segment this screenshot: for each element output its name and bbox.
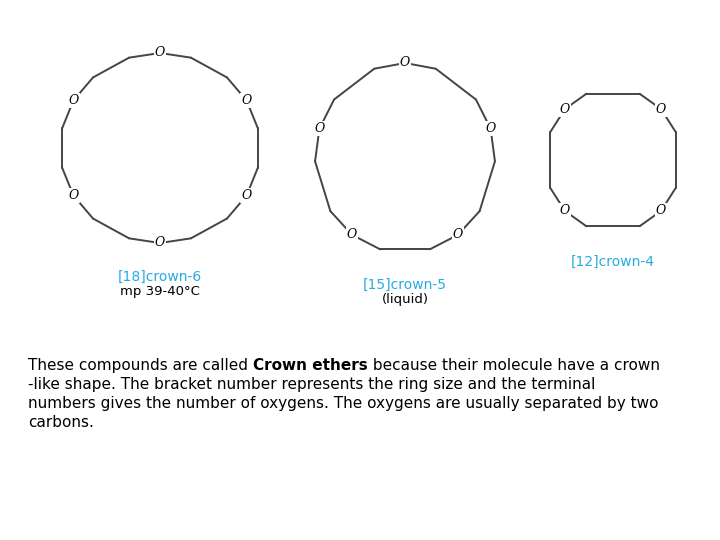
Text: O: O bbox=[559, 103, 570, 116]
Text: because their molecule have a crown: because their molecule have a crown bbox=[368, 358, 660, 373]
Text: Crown ethers: Crown ethers bbox=[253, 358, 368, 373]
Text: carbons.: carbons. bbox=[28, 415, 94, 430]
Text: O: O bbox=[400, 57, 410, 70]
Text: O: O bbox=[241, 189, 252, 202]
Text: O: O bbox=[314, 122, 325, 135]
Text: O: O bbox=[68, 189, 78, 202]
Text: O: O bbox=[656, 103, 666, 116]
Text: O: O bbox=[241, 94, 252, 107]
Text: -like shape. The bracket number represents the ring size and the terminal: -like shape. The bracket number represen… bbox=[28, 377, 595, 392]
Text: O: O bbox=[656, 205, 666, 218]
Text: O: O bbox=[155, 237, 165, 249]
Text: These compounds are called: These compounds are called bbox=[28, 358, 253, 373]
Text: O: O bbox=[559, 205, 570, 218]
Text: numbers gives the number of oxygens. The oxygens are usually separated by two: numbers gives the number of oxygens. The… bbox=[28, 396, 659, 411]
Text: [18]crown-6: [18]crown-6 bbox=[118, 270, 202, 284]
Text: O: O bbox=[347, 228, 357, 241]
Text: (liquid): (liquid) bbox=[382, 293, 428, 306]
Text: mp 39-40°C: mp 39-40°C bbox=[120, 285, 200, 298]
Text: O: O bbox=[68, 94, 78, 107]
Text: O: O bbox=[485, 122, 496, 135]
Text: [15]crown-5: [15]crown-5 bbox=[363, 278, 447, 292]
Text: O: O bbox=[155, 46, 165, 59]
Text: [12]crown-4: [12]crown-4 bbox=[571, 255, 655, 269]
Text: O: O bbox=[453, 228, 463, 241]
